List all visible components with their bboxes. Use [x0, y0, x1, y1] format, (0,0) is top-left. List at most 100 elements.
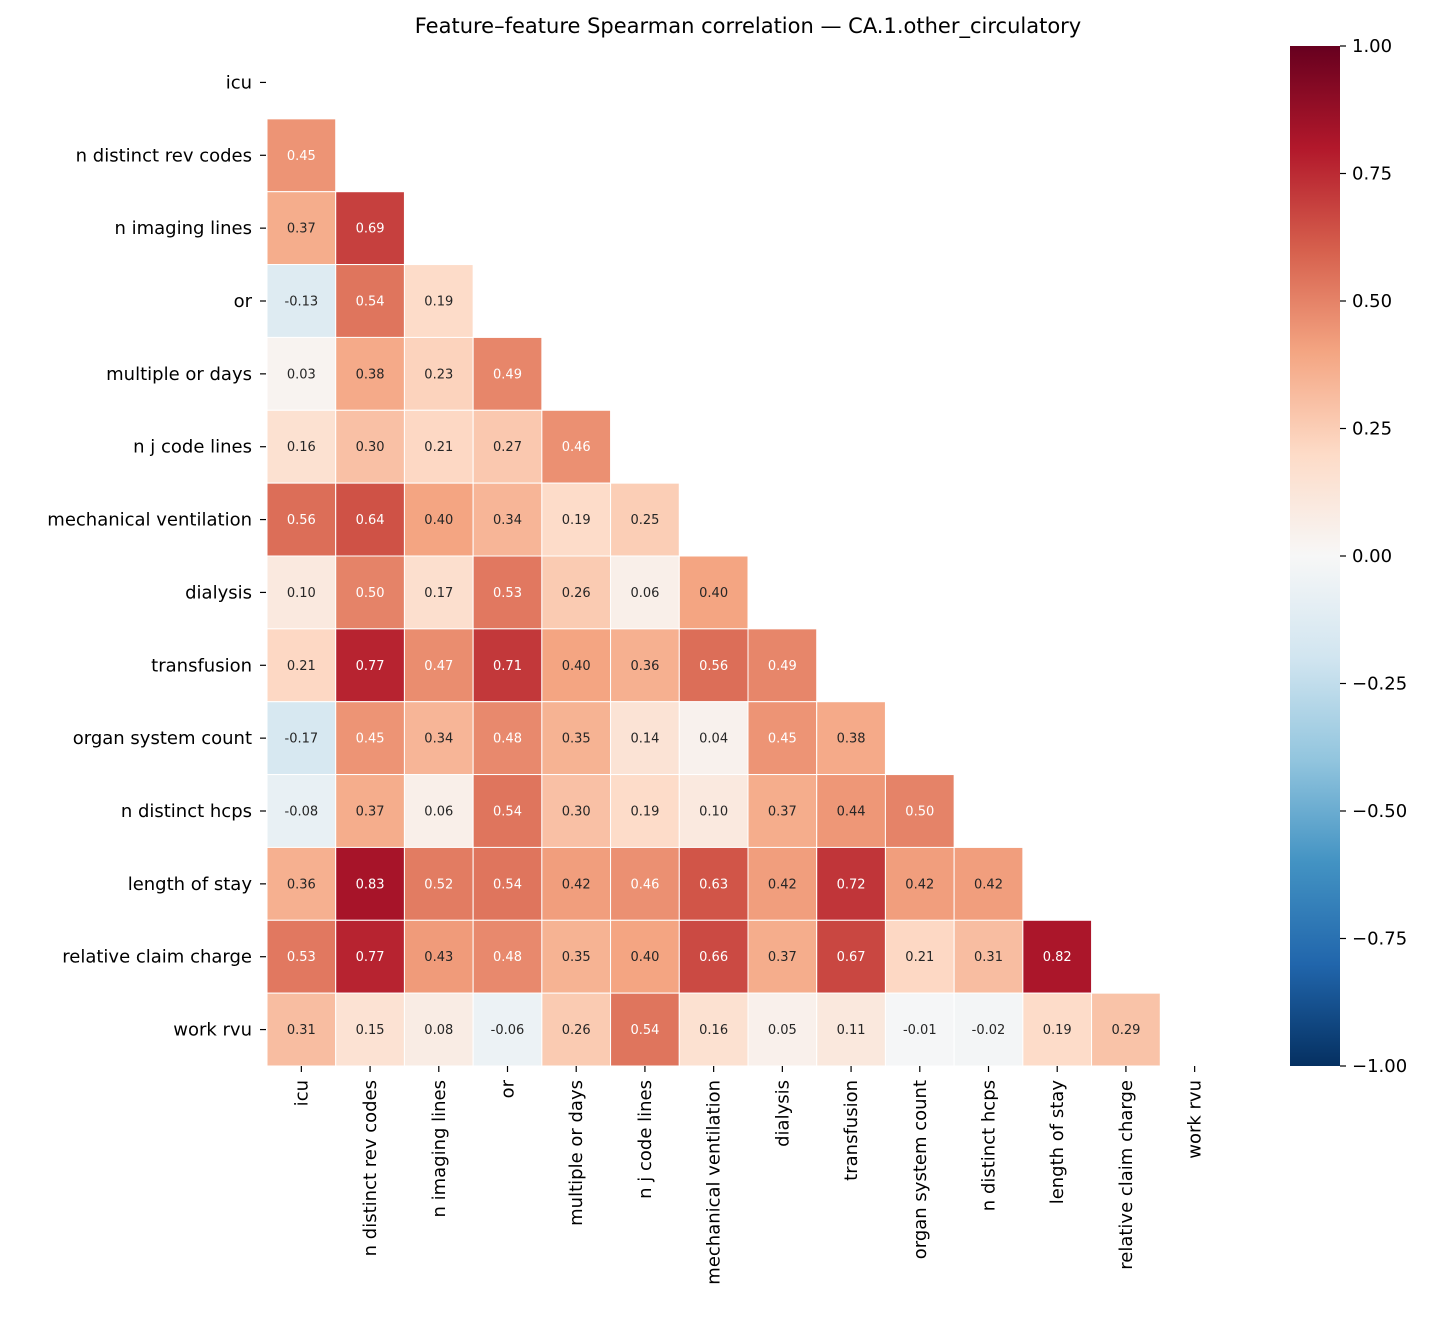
column-label: n distinct rev codes [360, 1080, 381, 1256]
cell-value-label: 0.10 [699, 805, 728, 820]
row-label: n distinct hcps [121, 801, 252, 822]
cell-value-label: 0.14 [630, 732, 659, 747]
colorbar-tick-label: 0.25 [1352, 419, 1392, 440]
cell-value-label: 0.16 [287, 440, 316, 455]
cell-value-label: 0.46 [562, 440, 591, 455]
heatmap-cell [541, 482, 612, 557]
column-label: relative claim charge [1116, 1080, 1137, 1270]
heatmap-cell [403, 482, 474, 557]
cell-value-label: 0.08 [424, 1023, 453, 1038]
cell-value-label: 0.37 [768, 950, 797, 965]
cell-value-label: 0.26 [562, 1023, 591, 1038]
cell-value-label: 0.10 [287, 586, 316, 601]
heatmap-cell [816, 701, 886, 776]
cell-value-label: 0.30 [356, 440, 385, 455]
cell-value-label: 0.46 [630, 877, 659, 892]
heatmap-cell [266, 118, 337, 193]
cell-value-label: 0.42 [905, 877, 934, 892]
cell-value-label: 0.31 [974, 950, 1003, 965]
colorbar [1290, 46, 1340, 1066]
heatmap-cell [335, 482, 405, 557]
cell-value-label: 0.27 [493, 440, 522, 455]
cell-value-label: -0.08 [285, 805, 319, 820]
heatmap-cell [610, 774, 680, 848]
cell-value-label: 0.16 [699, 1023, 728, 1038]
cell-value-label: 0.40 [424, 513, 453, 528]
row-label: icu [226, 72, 252, 93]
column-label: work rvu [1185, 1080, 1206, 1159]
cell-value-label: 0.42 [562, 877, 591, 892]
cell-value-label: -0.02 [972, 1023, 1006, 1038]
cell-value-label: 0.71 [493, 659, 522, 674]
cell-value-label: 0.82 [1043, 950, 1072, 965]
cell-value-label: 0.54 [493, 877, 522, 892]
heatmap-cell [610, 846, 680, 921]
heatmap-cell [266, 919, 337, 994]
heatmap-cell [678, 628, 749, 703]
cell-value-label: 0.35 [562, 950, 591, 965]
cell-value-label: 0.54 [493, 805, 522, 820]
column-label: multiple or days [566, 1080, 587, 1226]
colorbar-tick-label: −0.25 [1352, 674, 1407, 695]
cell-value-label: 0.77 [356, 659, 385, 674]
heatmap-cell [678, 701, 749, 776]
colorbar-tick-label: 0.00 [1352, 546, 1392, 567]
colorbar-tick-label: −1.00 [1352, 1056, 1407, 1077]
heatmap-cell [678, 555, 749, 630]
column-label: length of stay [1047, 1080, 1068, 1205]
heatmap-cell [335, 774, 405, 848]
cell-value-label: 0.42 [974, 877, 1003, 892]
heatmap-cell [472, 774, 543, 848]
column-labels: icu n distinct rev codes n imaging lines or… [291, 1066, 1206, 1285]
cell-value-label: 0.66 [699, 950, 728, 965]
cell-value-label: 0.25 [630, 513, 659, 528]
heatmap-cell [747, 919, 818, 994]
heatmap-cell [472, 846, 543, 921]
heatmap-cell [953, 919, 1024, 994]
cell-value-label: 0.19 [630, 805, 659, 820]
heatmap-cell [747, 628, 818, 703]
cell-value-label: 0.45 [768, 732, 797, 747]
row-label: n j code lines [133, 437, 252, 458]
cell-value-label: 0.54 [356, 295, 385, 310]
heatmap-cell [953, 846, 1024, 921]
heatmap-cell [335, 555, 405, 630]
cell-value-label: 0.67 [837, 950, 866, 965]
cell-value-label: 0.56 [699, 659, 728, 674]
cell-value-label: 0.49 [493, 367, 522, 382]
cell-value-label: 0.19 [1043, 1023, 1072, 1038]
cell-value-label: 0.40 [630, 950, 659, 965]
row-label: n distinct rev codes [76, 145, 252, 166]
cell-value-label: 0.38 [356, 367, 385, 382]
row-label: work rvu [173, 1020, 252, 1041]
cell-value-label: 0.17 [424, 586, 453, 601]
heatmap-cell [266, 774, 337, 848]
cell-value-label: -0.13 [285, 295, 319, 310]
cell-value-label: 0.36 [287, 877, 316, 892]
chart-title: Feature–feature Spearman correlation — C… [415, 14, 1081, 39]
row-label: mechanical ventilation [47, 510, 252, 531]
cell-value-label: 0.45 [356, 732, 385, 747]
heatmap-cell [472, 482, 543, 557]
heatmap-cell [472, 409, 543, 484]
column-label: n distinct hcps [979, 1080, 1000, 1211]
colorbar-tick-label: 0.50 [1352, 291, 1392, 312]
heatmap-cell [610, 482, 680, 557]
colorbar-tick-label: 0.75 [1352, 164, 1392, 185]
row-label: organ system count [73, 728, 252, 749]
column-label: mechanical ventilation [704, 1080, 725, 1285]
cell-value-label: 0.35 [562, 732, 591, 747]
heatmap-cell [541, 992, 612, 1067]
heatmap-cell [678, 919, 749, 994]
cell-value-label: 0.72 [837, 877, 866, 892]
heatmap-cell [472, 919, 543, 994]
row-label: transfusion [151, 655, 252, 676]
heatmap-cell [678, 992, 749, 1067]
cell-value-label: 0.77 [356, 950, 385, 965]
heatmap-cell [403, 264, 474, 338]
colorbar-ticks: 1.00 0.75 0.50 0.25 0.00 −0.25 −0.50 −0.75 −1.00 [1340, 36, 1407, 1077]
heatmap-cell [953, 992, 1024, 1067]
heatmap-cell [747, 774, 818, 848]
heatmap-cell [541, 774, 612, 848]
cell-value-label: 0.19 [424, 295, 453, 310]
